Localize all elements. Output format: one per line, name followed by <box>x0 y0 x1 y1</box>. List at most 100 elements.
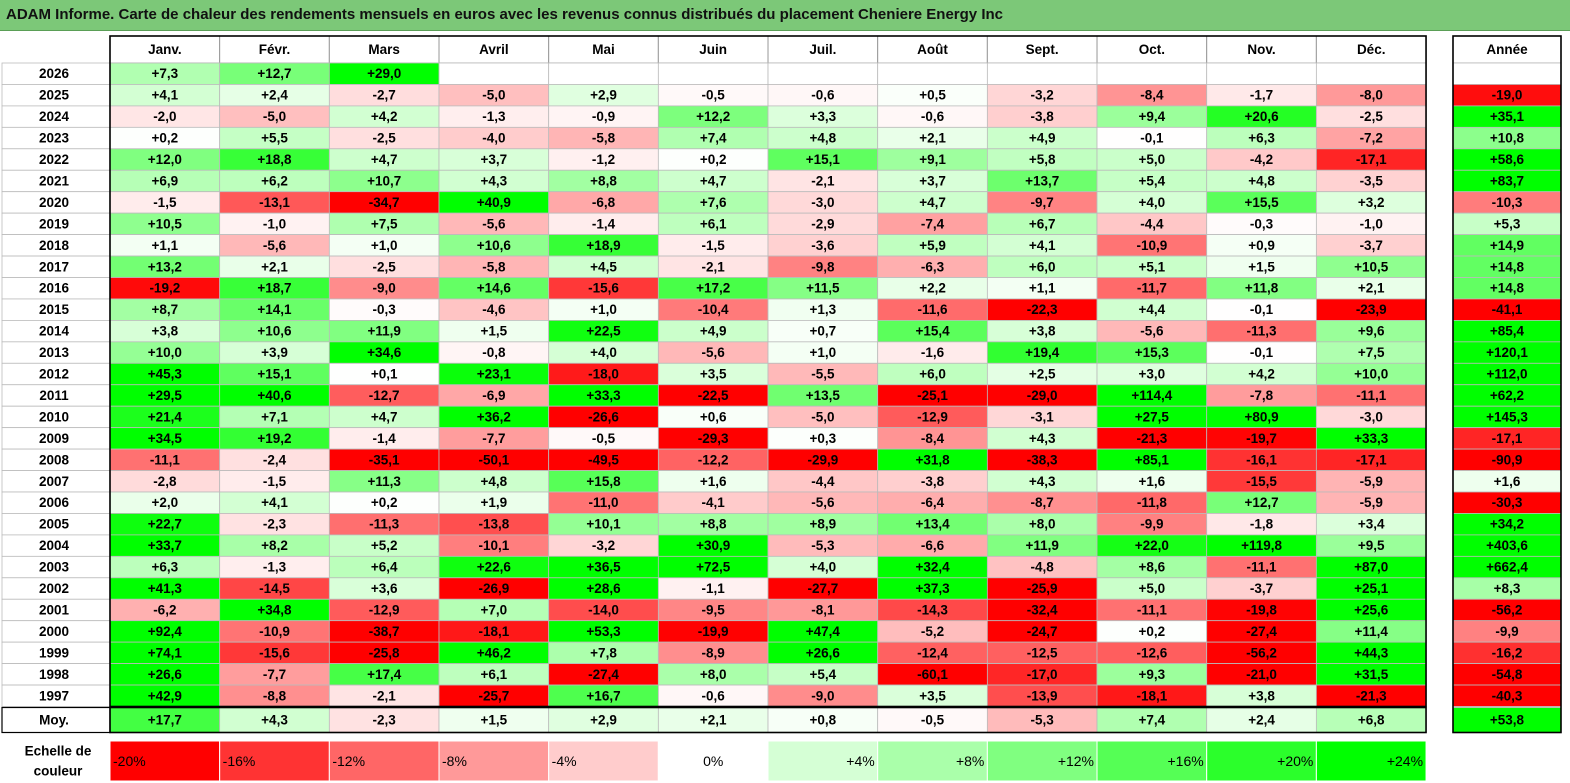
cell-value: -3,6 <box>811 238 835 253</box>
year-value: +34,2 <box>1490 517 1524 532</box>
header-cell <box>109 35 221 64</box>
heat-cell <box>548 62 659 85</box>
scale-swatch <box>986 740 1098 782</box>
cell-value: +7,0 <box>481 602 508 617</box>
cell-value: -1,0 <box>1360 216 1383 231</box>
cell-value: -8,8 <box>263 688 287 703</box>
cell-value: -18,0 <box>588 367 619 382</box>
cell-value: -2,5 <box>1360 109 1384 124</box>
row-label: 2006 <box>39 495 70 510</box>
cell-value: -29,9 <box>807 452 838 467</box>
heat-cell <box>1096 62 1208 85</box>
cell-value: +92,4 <box>148 624 183 639</box>
cell-value: +7,5 <box>1358 345 1385 360</box>
cell-value: +119,8 <box>1241 538 1282 553</box>
cell-value: +11,5 <box>806 281 840 296</box>
cell-value: +45,3 <box>148 367 183 382</box>
cell-value: -23,9 <box>1356 302 1387 317</box>
cell-value: +4,5 <box>590 259 617 274</box>
cell-value: -6,4 <box>921 495 945 510</box>
cell-value: +13,5 <box>806 388 841 403</box>
heat-cell <box>438 707 550 733</box>
cell-value: +4,3 <box>1029 474 1056 489</box>
year-value: +403,6 <box>1486 538 1528 553</box>
cell-value: -0,1 <box>1140 131 1164 146</box>
row-label: 1999 <box>39 645 69 660</box>
cell-value: +4,7 <box>371 409 398 424</box>
year-value: -41,1 <box>1492 302 1523 317</box>
cell-value: +114,4 <box>1131 388 1172 403</box>
cell-value: +31,8 <box>915 452 950 467</box>
cell-value: -5,8 <box>482 259 506 274</box>
cell-value: +26,6 <box>806 645 841 660</box>
row-label: 2025 <box>39 88 70 103</box>
cell-value: +5,0 <box>1139 152 1166 167</box>
month-header: Sept. <box>1026 42 1059 57</box>
cell-value: +1,6 <box>1139 474 1166 489</box>
row-label: 2023 <box>39 131 70 146</box>
cell-value: -4,2 <box>1250 152 1273 167</box>
cell-value: -25,9 <box>1027 581 1058 596</box>
cell-value: +11,3 <box>367 474 401 489</box>
cell-value: +6,9 <box>152 173 179 188</box>
cell-value: -21,3 <box>1356 688 1387 703</box>
heat-cell <box>767 62 879 85</box>
cell-value: +8,0 <box>700 667 727 682</box>
heat-cell <box>1206 707 1317 733</box>
cell-value: +22,5 <box>586 324 621 339</box>
month-header: Mai <box>592 42 615 57</box>
year-value: -40,3 <box>1492 688 1523 703</box>
cell-value: +4,3 <box>1029 431 1056 446</box>
row-label: 2003 <box>39 560 70 575</box>
cell-value: +22,6 <box>477 560 512 575</box>
cell-value: -5,0 <box>263 109 286 124</box>
cell-value: -11,0 <box>588 495 618 510</box>
cell-value: +3,8 <box>1248 688 1275 703</box>
cell-value: +5,0 <box>1139 581 1166 596</box>
cell-value: +10,5 <box>148 216 183 231</box>
cell-value: +6,3 <box>1248 131 1275 146</box>
cell-value: -29,0 <box>1027 388 1058 403</box>
cell-value: +6,3 <box>152 560 179 575</box>
cell-value: +15,3 <box>1135 345 1170 360</box>
cell-value: +17,4 <box>367 667 402 682</box>
cell-value: +5,8 <box>1029 152 1056 167</box>
cell-value: -11,8 <box>1137 495 1168 510</box>
cell-value: -1,7 <box>1250 88 1273 103</box>
cell-value: -5,8 <box>592 131 616 146</box>
scale-swatch <box>657 740 769 782</box>
cell-value: +13,2 <box>148 259 182 274</box>
cell-value: +1,6 <box>700 474 727 489</box>
cell-value: -0,9 <box>592 109 615 124</box>
cell-value: +22,0 <box>1135 538 1169 553</box>
cell-value: +18,9 <box>586 238 620 253</box>
heat-cell <box>657 707 769 733</box>
cell-value: +3,9 <box>261 345 288 360</box>
cell-value: -21,3 <box>1136 431 1167 446</box>
cell-value: -2,3 <box>373 713 397 728</box>
cell-value: +5,4 <box>1139 173 1166 188</box>
cell-value: -15,6 <box>259 645 290 660</box>
cell-value: +9,1 <box>919 152 946 167</box>
cell-value: -22,5 <box>698 388 729 403</box>
year-value: +5,3 <box>1494 216 1521 231</box>
year-cell <box>1452 62 1562 85</box>
cell-value: -22,3 <box>1027 302 1058 317</box>
cell-value: -26,9 <box>478 581 509 596</box>
cell-value: +40,6 <box>257 388 292 403</box>
cell-value: +6,1 <box>481 667 508 682</box>
cell-value: -18,1 <box>478 624 509 639</box>
row-label: 2020 <box>39 195 69 210</box>
heat-cell <box>438 62 550 85</box>
cell-value: -5,9 <box>1360 495 1383 510</box>
cell-value: +4,7 <box>700 173 727 188</box>
cell-value: -0,3 <box>373 302 397 317</box>
cell-value: -1,5 <box>263 474 287 489</box>
cell-value: -3,7 <box>1250 581 1273 596</box>
cell-value: +29,0 <box>367 66 401 81</box>
cell-value: +4,2 <box>371 109 398 124</box>
year-value: -19,0 <box>1492 88 1523 103</box>
cell-value: -6,8 <box>592 195 616 210</box>
cell-value: +1,9 <box>481 495 508 510</box>
heat-cell <box>1315 62 1427 85</box>
